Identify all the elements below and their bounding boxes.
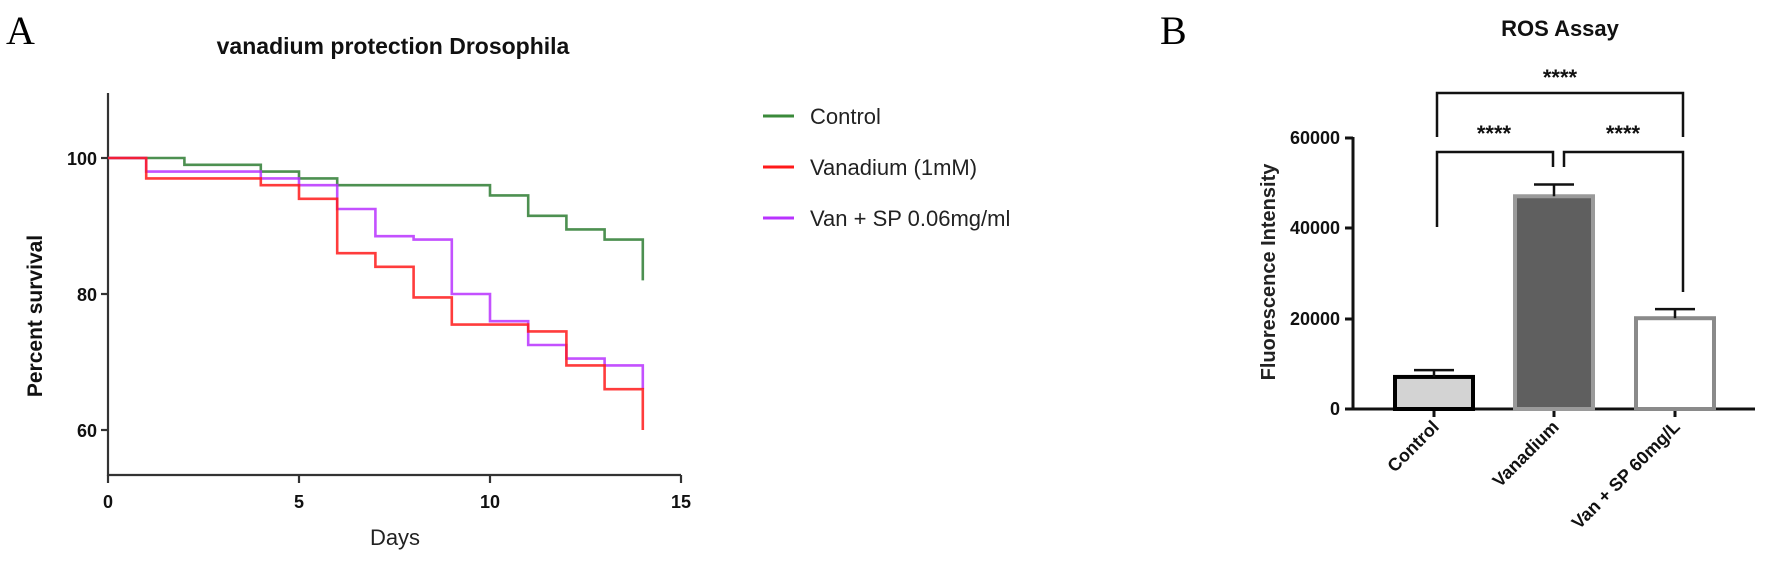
panel-a-legend: Control Vanadium (1mM) Van + SP 0.06mg/m… (763, 104, 1010, 231)
survival-curves (108, 156, 645, 430)
bracket-control-vs-van-sp (1435, 91, 1685, 137)
y-axis-label: Percent survival (24, 235, 47, 397)
category-label-vanadium: Vanadium (1489, 417, 1563, 491)
x-tick-5: 5 (294, 492, 304, 512)
significance-stars-top: **** (1543, 65, 1578, 90)
legend-label-control: Control (810, 104, 881, 129)
bracket-vanadium-vs-van-sp (1562, 150, 1685, 292)
x-tick-0: 0 (103, 492, 113, 512)
bar-series (1393, 183, 1716, 412)
panel-b-title: ROS Assay (1501, 16, 1620, 41)
bar-van-sp-60mg-l (1634, 316, 1716, 411)
y-tick-0: 0 (1330, 399, 1340, 419)
significance-stars-right: **** (1606, 121, 1641, 146)
x-tick-10: 10 (480, 492, 500, 512)
panel-a-title: vanadium protection Drosophila (217, 33, 570, 59)
survival-curve-van-sp-0-06mg-ml (108, 156, 645, 390)
category-label-control: Control (1383, 417, 1442, 476)
y-tick-80: 80 (77, 285, 97, 305)
y-tick-60000: 60000 (1290, 128, 1340, 148)
panel-a-letter: A (6, 8, 35, 53)
x-axis-label: Days (370, 525, 420, 550)
legend-label-vanadium: Vanadium (1mM) (810, 155, 977, 180)
panel-b-letter: B (1160, 8, 1187, 53)
x-tick-15: 15 (671, 492, 691, 512)
significance-brackets (1435, 91, 1685, 292)
y-tick-100: 100 (67, 149, 97, 169)
category-label-van-sp: Van + SP 60mg/L (1568, 417, 1684, 533)
bar-vanadium (1513, 194, 1595, 411)
bracket-control-vs-vanadium (1435, 150, 1555, 227)
y-tick-40000: 40000 (1290, 218, 1340, 238)
y-tick-60: 60 (77, 421, 97, 441)
legend-label-van-sp: Van + SP 0.06mg/ml (810, 206, 1010, 231)
y-axis-label-b: Fluorescence Intensity (1258, 163, 1280, 381)
y-tick-20000: 20000 (1290, 309, 1340, 329)
survival-curve-control (108, 156, 645, 281)
survival-curve-vanadium-1mm (108, 156, 645, 430)
significance-stars-left: **** (1477, 121, 1512, 146)
bar-control (1393, 374, 1475, 412)
panel-a-axes (101, 93, 683, 483)
